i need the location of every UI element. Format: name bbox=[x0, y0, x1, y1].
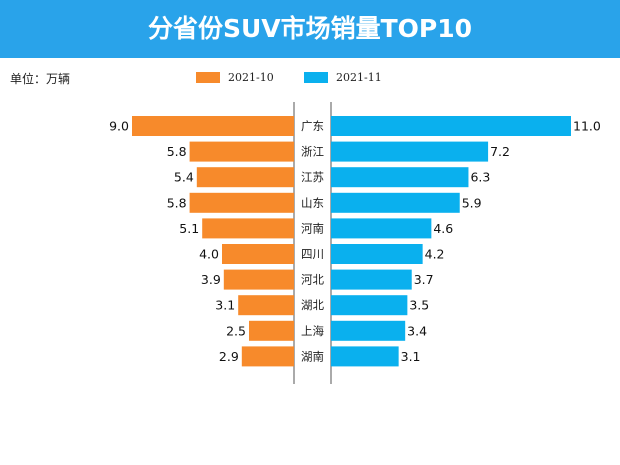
bar-oct-7 bbox=[238, 295, 294, 316]
data-label-oct-8: 2.5 bbox=[226, 323, 246, 338]
category-label-7: 湖北 bbox=[301, 298, 324, 312]
data-label-oct-2: 5.4 bbox=[174, 170, 194, 185]
data-label-oct-6: 3.9 bbox=[201, 272, 221, 287]
legend-item-nov: 2021-11 bbox=[304, 69, 382, 85]
bar-oct-1 bbox=[189, 141, 294, 162]
data-label-oct-5: 4.0 bbox=[199, 247, 219, 262]
data-label-oct-7: 3.1 bbox=[215, 298, 235, 313]
bar-oct-5 bbox=[222, 244, 294, 264]
category-label-0: 广东 bbox=[301, 119, 324, 133]
data-label-nov-9: 3.1 bbox=[401, 349, 421, 364]
bar-nov-4 bbox=[331, 218, 432, 239]
data-label-nov-2: 6.3 bbox=[470, 170, 490, 185]
bar-nov-7 bbox=[331, 295, 408, 316]
data-label-nov-4: 4.6 bbox=[433, 221, 453, 236]
data-label-nov-6: 3.7 bbox=[414, 272, 434, 287]
data-label-oct-1: 5.8 bbox=[167, 144, 187, 159]
data-label-nov-8: 3.4 bbox=[407, 323, 427, 338]
chart-title: 分省份SUV市场销量TOP10 bbox=[147, 14, 473, 43]
data-label-oct-3: 5.8 bbox=[167, 195, 187, 210]
category-label-5: 四川 bbox=[301, 247, 324, 261]
legend-label-oct: 2021-10 bbox=[228, 70, 274, 84]
data-label-nov-7: 3.5 bbox=[409, 298, 429, 313]
bar-nov-6 bbox=[331, 269, 412, 290]
data-label-nov-5: 4.2 bbox=[425, 247, 445, 262]
legend-label-nov: 2021-11 bbox=[336, 70, 382, 84]
data-label-nov-1: 7.2 bbox=[490, 144, 510, 159]
bar-oct-9 bbox=[241, 346, 294, 367]
bar-oct-3 bbox=[189, 192, 294, 213]
category-label-3: 山东 bbox=[301, 196, 324, 210]
category-label-2: 江苏 bbox=[301, 170, 324, 184]
bar-oct-2 bbox=[196, 167, 294, 188]
bar-oct-8 bbox=[249, 320, 294, 341]
category-label-6: 河北 bbox=[301, 273, 324, 287]
data-label-nov-0: 11.0 bbox=[573, 119, 601, 134]
bar-oct-6 bbox=[223, 269, 294, 290]
category-label-1: 浙江 bbox=[301, 145, 324, 159]
bar-nov-8 bbox=[331, 320, 406, 341]
category-label-4: 河南 bbox=[301, 221, 324, 235]
legend-swatch-oct bbox=[196, 71, 220, 83]
bar-nov-2 bbox=[331, 167, 469, 188]
title-banner bbox=[0, 0, 620, 58]
legend-item-oct: 2021-10 bbox=[196, 69, 274, 85]
data-label-oct-9: 2.9 bbox=[219, 349, 239, 364]
category-label-8: 上海 bbox=[301, 324, 324, 338]
bar-nov-0 bbox=[331, 116, 571, 136]
unit-label: 单位：万辆 bbox=[10, 72, 71, 86]
data-label-oct-4: 5.1 bbox=[179, 221, 199, 236]
data-label-nov-3: 5.9 bbox=[462, 195, 482, 210]
legend-swatch-nov bbox=[304, 71, 328, 83]
bar-nov-3 bbox=[331, 192, 460, 213]
bar-oct-4 bbox=[202, 218, 294, 239]
bar-nov-1 bbox=[331, 141, 489, 162]
bar-oct-0 bbox=[132, 116, 294, 136]
category-label-9: 湖南 bbox=[301, 349, 324, 363]
data-label-oct-0: 9.0 bbox=[109, 119, 129, 134]
bar-nov-9 bbox=[331, 346, 399, 367]
bar-nov-5 bbox=[331, 244, 423, 264]
